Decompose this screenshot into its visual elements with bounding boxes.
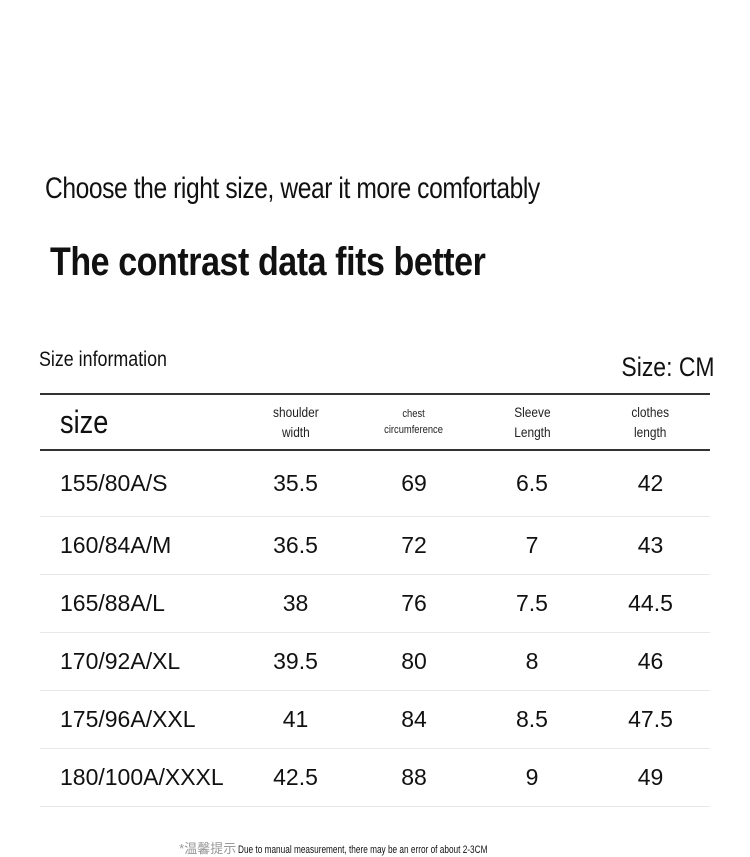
shoulder-width-cell: 42.5 (273, 763, 318, 790)
sleeve-length-cell: 7 (525, 531, 539, 558)
chest-cell: 80 (401, 647, 427, 674)
page-headline: The contrast data fits better (50, 240, 486, 284)
chest-cell: 88 (401, 763, 427, 790)
table-row: 165/88A/L 38 76 7.5 44.5 (40, 574, 710, 632)
column-header-clothes-length: clothes length (631, 404, 670, 440)
shoulder-width-cell: 39.5 (273, 647, 318, 674)
size-cell: 160/84A/M (60, 531, 172, 558)
shoulder-width-cell: 41 (282, 705, 309, 732)
table-row: 170/92A/XL 39.5 80 8 46 (40, 632, 710, 690)
column-header-size: size (60, 403, 109, 440)
table-row: 155/80A/S 35.5 69 6.5 42 (40, 450, 710, 516)
size-unit-label: Size: CM (621, 352, 715, 382)
size-information-label: Size information (39, 348, 167, 371)
column-header-sleeve-length: Sleeve Length (513, 404, 551, 440)
sleeve-length-cell: 8 (525, 647, 539, 674)
sleeve-length-cell: 8.5 (516, 705, 548, 732)
chest-cell: 76 (401, 589, 427, 616)
table-row: 175/96A/XXL 41 84 8.5 47.5 (40, 690, 710, 748)
sleeve-length-cell: 9 (525, 763, 539, 790)
clothes-length-cell: 44.5 (628, 589, 673, 616)
footnote-prefix: *温馨提示 (179, 841, 237, 856)
measurement-footnote: *温馨提示 Due to manual measurement, there ma… (0, 838, 750, 857)
sleeve-length-cell: 6.5 (516, 469, 548, 496)
table-row: 160/84A/M 36.5 72 7 43 (40, 516, 710, 574)
page-subtitle: Choose the right size, wear it more comf… (45, 172, 540, 205)
shoulder-width-cell: 35.5 (273, 469, 318, 496)
size-cell: 155/80A/S (60, 469, 168, 496)
clothes-length-cell: 49 (637, 763, 664, 790)
table-row: 180/100A/XXXL 42.5 88 9 49 (40, 748, 710, 806)
chest-cell: 84 (401, 705, 427, 732)
chest-cell: 72 (401, 531, 427, 558)
clothes-length-cell: 42 (637, 469, 664, 496)
footnote-text: Due to manual measurement, there may be … (238, 844, 488, 856)
table-header-row: size shoulder width chest circumference … (40, 394, 710, 450)
sleeve-length-cell: 7.5 (516, 589, 548, 616)
chest-cell: 69 (401, 469, 427, 496)
size-cell: 165/88A/L (60, 589, 165, 616)
clothes-length-cell: 46 (637, 647, 664, 674)
shoulder-width-cell: 38 (282, 589, 309, 616)
size-cell: 175/96A/XXL (60, 705, 196, 732)
column-header-chest-circumference: chest circumference (384, 408, 444, 436)
shoulder-width-cell: 36.5 (273, 531, 318, 558)
size-cell: 170/92A/XL (60, 647, 181, 674)
size-cell: 180/100A/XXXL (60, 763, 224, 790)
clothes-length-cell: 47.5 (628, 705, 673, 732)
clothes-length-cell: 43 (637, 531, 664, 558)
size-chart-table: size shoulder width chest circumference … (40, 393, 710, 807)
column-header-shoulder-width: shoulder width (272, 404, 319, 440)
